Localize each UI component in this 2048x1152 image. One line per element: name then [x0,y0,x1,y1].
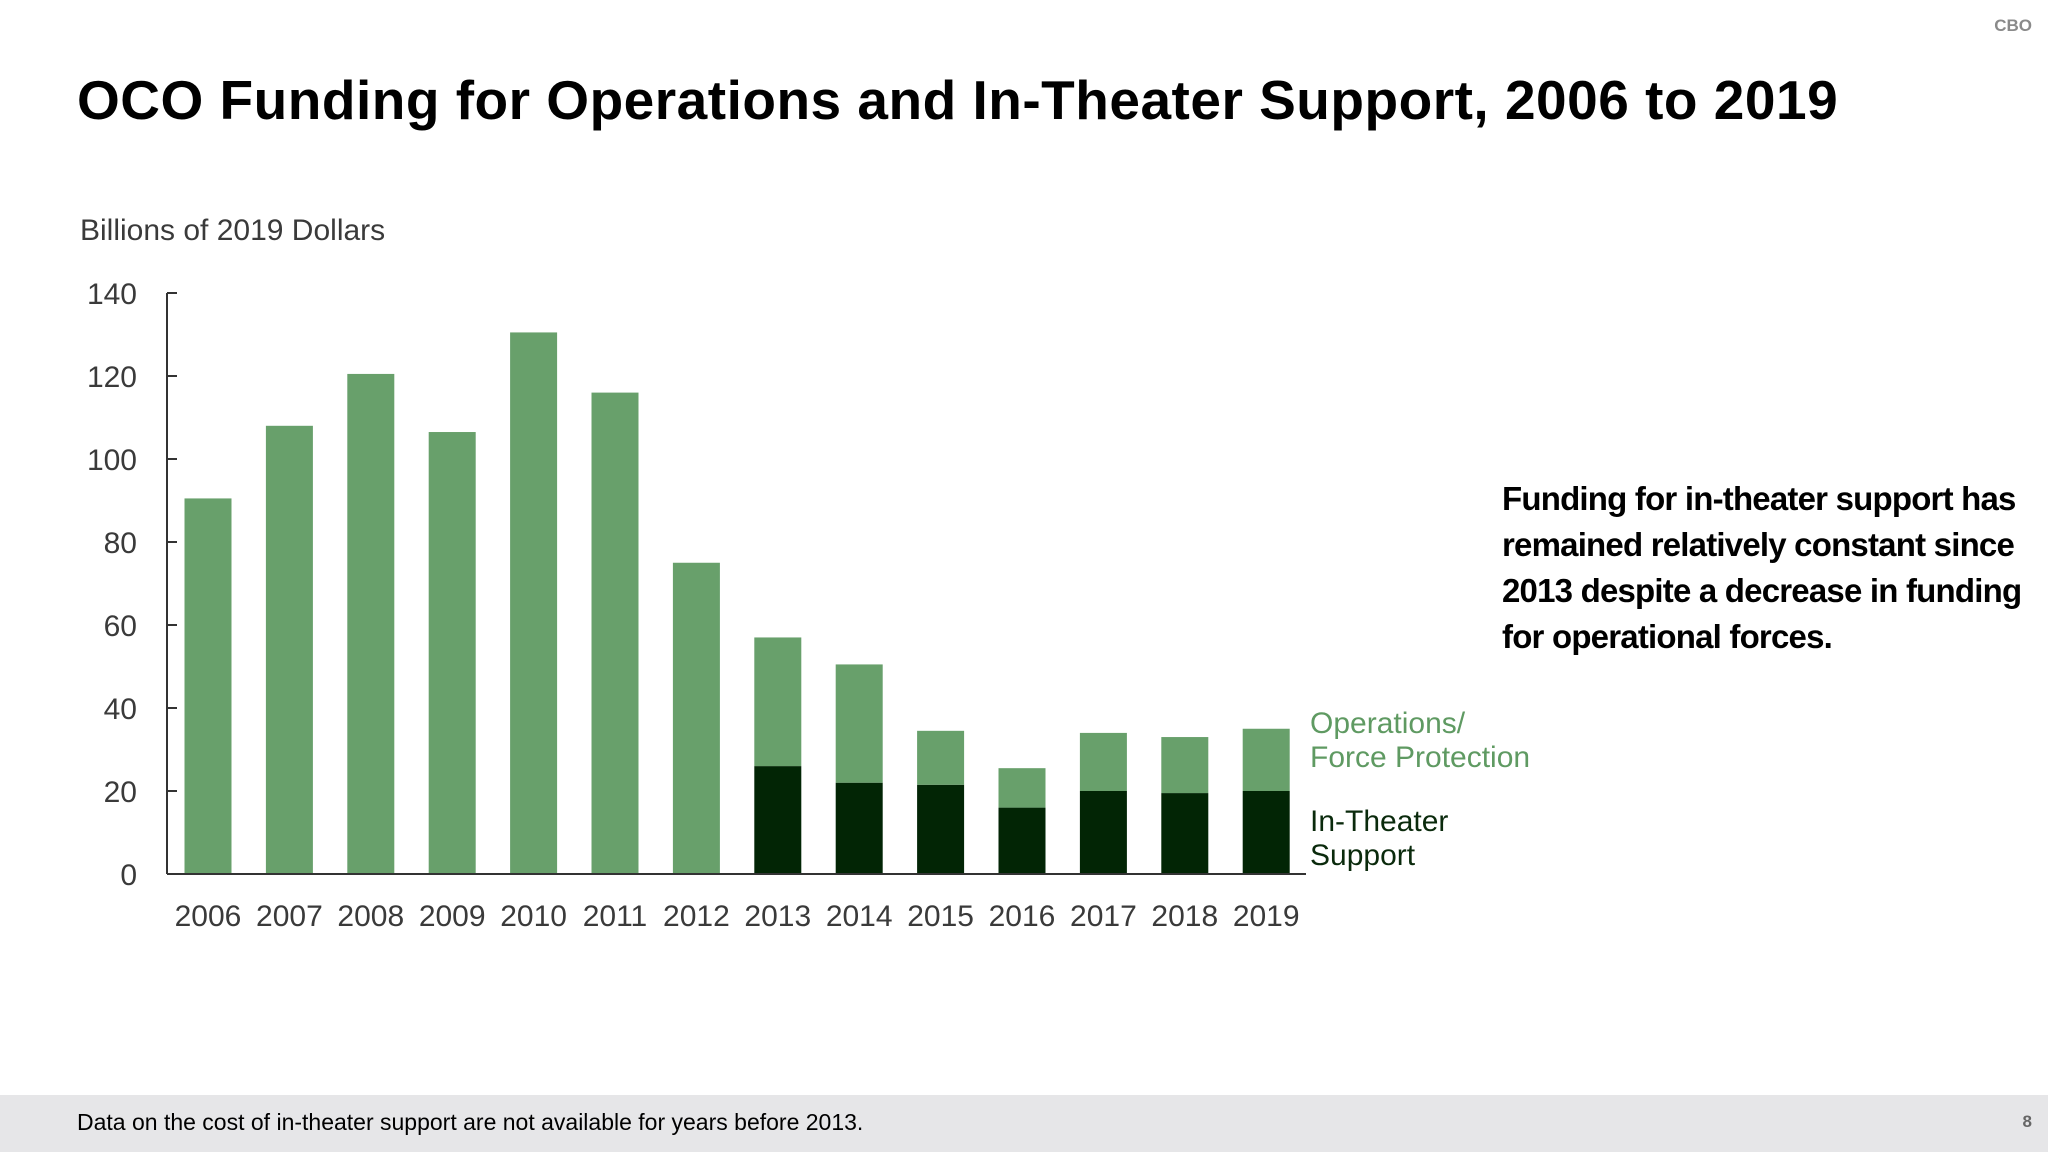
bar-operations-2013 [754,637,802,767]
bar-operations-2018 [1161,737,1209,794]
x-tick-label-2006: 2006 [175,900,242,933]
bar-operations-2007 [265,425,313,874]
x-tick-label-2018: 2018 [1151,900,1218,933]
x-axis-ticks: 2006 2007 2008 2009 2010 2011 2012 2013 2014 2015… [175,900,1300,933]
slide-title: OCO Funding for Operations and In-Theate… [77,69,1839,131]
bar-operations-2015 [917,730,965,785]
bar-operations-2006 [184,498,232,874]
bar-operations-2017 [1079,732,1127,791]
bar-in-theater-support-2018 [1161,793,1209,874]
bar-operations-2010 [510,332,558,874]
footer-note: Data on the cost of in-theater support a… [77,1109,864,1135]
bar-in-theater-support-2017 [1079,791,1127,874]
bar-operations-2012 [672,562,720,874]
bar-in-theater-support-2016 [998,807,1046,874]
legend-operations-line2: Force Protection [1310,741,1530,774]
x-tick-label-2013: 2013 [744,900,811,933]
x-tick-label-2011: 2011 [583,900,648,933]
page-number: 8 [2022,1112,2032,1131]
y-tick-label: 20 [104,776,137,809]
x-tick-label-2009: 2009 [419,900,486,933]
y-tick-label: 40 [104,693,137,726]
bars-group [184,332,1290,874]
x-tick-label-2012: 2012 [663,900,730,933]
y-tick-label: 80 [104,527,137,560]
bar-operations-2011 [591,392,639,874]
x-tick-label-2019: 2019 [1233,900,1300,933]
y-tick-label: 100 [87,444,137,477]
legend-operations-line1: Operations/ [1310,707,1466,740]
x-tick-label-2015: 2015 [907,900,974,933]
legend-support-line1: In-Theater [1310,805,1448,838]
bar-operations-2019 [1242,728,1290,791]
annotation-text: Funding for in-theater support has remai… [1502,480,2022,655]
y-tick-label: 60 [104,610,137,643]
bar-operations-2016 [998,768,1046,808]
footer-bar: Data on the cost of in-theater support a… [0,1095,2048,1152]
y-tick-label: 140 [87,278,137,311]
bar-operations-2014 [835,664,883,783]
org-label: CBO [1994,16,2032,35]
bar-operations-2008 [347,373,395,874]
x-tick-label-2014: 2014 [826,900,893,933]
x-tick-label-2010: 2010 [500,900,567,933]
y-tick-label: 0 [120,859,137,892]
y-axis-title: Billions of 2019 Dollars [80,214,385,247]
x-tick-label-2016: 2016 [989,900,1056,933]
bar-operations-2009 [428,432,476,874]
bar-in-theater-support-2013 [754,766,802,874]
bar-in-theater-support-2015 [917,784,965,874]
bar-in-theater-support-2019 [1242,791,1290,874]
x-tick-label-2008: 2008 [337,900,404,933]
y-axis-ticks: 0 20 40 60 80 100 120 140 [87,278,177,892]
x-tick-label-2007: 2007 [256,900,323,933]
y-tick-label: 120 [87,361,137,394]
x-tick-label-2017: 2017 [1070,900,1137,933]
legend-support-line2: Support [1310,839,1416,872]
bar-in-theater-support-2014 [835,782,883,874]
